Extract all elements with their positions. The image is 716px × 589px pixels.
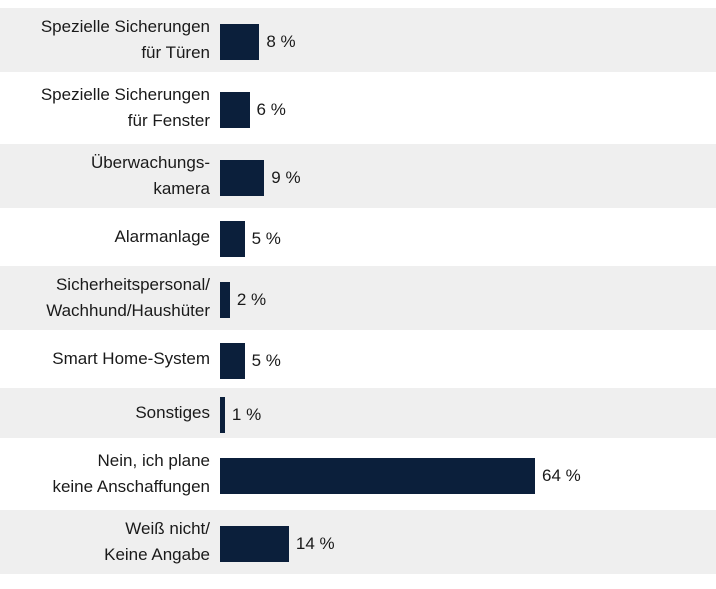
bar — [220, 343, 245, 379]
bar — [220, 92, 250, 128]
value-label: 6 % — [256, 100, 286, 119]
category-label: Smart Home-System — [52, 349, 210, 368]
category-label: Sicherheitspersonal/ Wachhund/Haushüter — [46, 275, 210, 320]
bar — [220, 282, 230, 318]
bar — [220, 221, 245, 257]
value-label: 14 % — [295, 534, 335, 553]
value-label: 5 % — [251, 229, 281, 248]
value-label: 64 % — [542, 466, 581, 485]
value-label: 1 % — [231, 405, 262, 424]
category-label: Überwachungs- kamera — [90, 153, 210, 198]
value-label: 8 % — [266, 32, 296, 51]
row: Weiß nicht/ Keine Angabe 14 % — [0, 510, 716, 574]
row: Spezielle Sicherungen für Fenster 6 % — [0, 76, 716, 140]
row: Spezielle Sicherungen für Türen 8 % — [0, 8, 716, 72]
category-label: Alarmanlage — [114, 227, 210, 246]
value-label: 5 % — [251, 351, 281, 370]
bar — [220, 397, 225, 433]
category-label: Spezielle Sicherungen für Fenster — [40, 85, 210, 130]
row: Sonstiges 1 % — [0, 388, 716, 438]
bar — [220, 526, 289, 562]
value-label: 9 % — [271, 168, 301, 187]
row: Nein, ich plane keine Anschaffungen 64 % — [0, 442, 716, 506]
row: Smart Home-System 5 % — [0, 334, 716, 384]
category-label: Spezielle Sicherungen für Türen — [40, 17, 210, 62]
row: Sicherheitspersonal/ Wachhund/Haushüter 2… — [0, 266, 716, 330]
category-label: Weiß nicht/ Keine Angabe — [104, 519, 210, 564]
bar — [220, 458, 535, 494]
bar — [220, 24, 260, 60]
category-label: Nein, ich plane keine Anschaffungen — [52, 451, 210, 496]
row: Überwachungs- kamera 9 % — [0, 144, 716, 208]
row: Alarmanlage 5 % — [0, 212, 716, 262]
category-label: Sonstiges — [135, 403, 210, 422]
bar — [220, 160, 265, 196]
value-label: 2 % — [236, 290, 267, 309]
